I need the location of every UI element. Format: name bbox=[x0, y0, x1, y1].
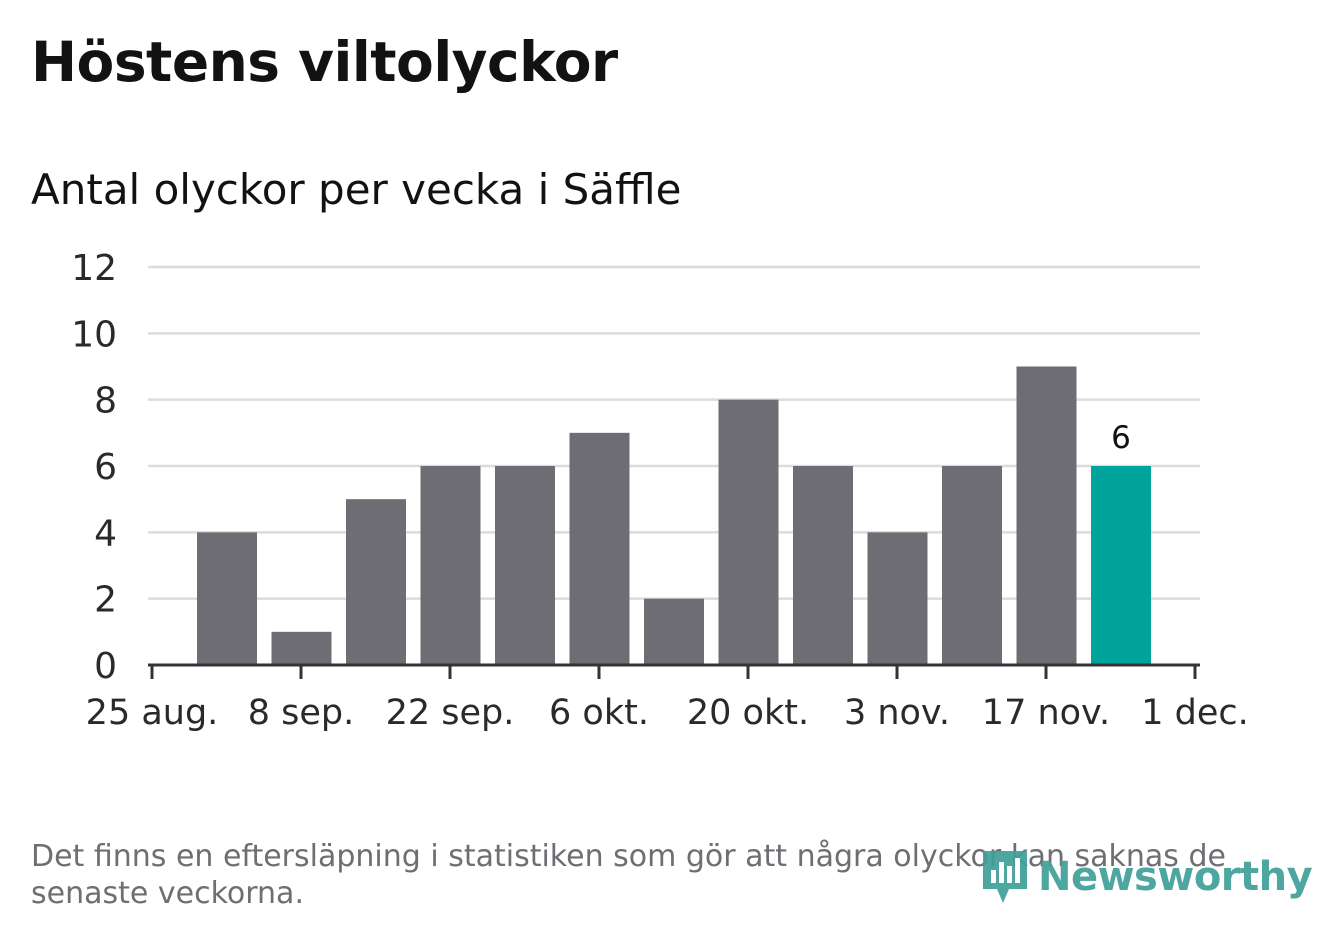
x-tick-label: 1 dec. bbox=[1141, 693, 1249, 733]
x-tick-label: 25 aug. bbox=[86, 693, 219, 733]
chart-title: Höstens viltolyckor bbox=[31, 30, 618, 94]
newsworthy-logo: Newsworthy bbox=[980, 848, 1313, 906]
y-tick-label: 6 bbox=[94, 447, 117, 488]
y-tick-label: 10 bbox=[71, 314, 117, 355]
bars bbox=[197, 366, 1151, 665]
y-tick-label: 12 bbox=[71, 248, 117, 289]
annotations: 6 bbox=[1111, 420, 1131, 456]
data-label: 6 bbox=[1111, 420, 1131, 456]
x-tick-label: 3 nov. bbox=[844, 693, 950, 733]
x-tick-label: 8 sep. bbox=[248, 693, 355, 733]
bar bbox=[793, 466, 853, 665]
bar bbox=[569, 432, 630, 665]
logo-text: Newsworthy bbox=[1038, 854, 1313, 900]
chart-subtitle: Antal olyckor per vecka i Säffle bbox=[31, 165, 682, 214]
newsworthy-bar-chart-icon bbox=[983, 851, 1027, 903]
y-axis-tick-labels: 0 2 4 6 8 10 12 bbox=[71, 248, 117, 687]
y-tick-label: 4 bbox=[94, 513, 117, 554]
bar bbox=[644, 598, 704, 665]
bar bbox=[271, 631, 332, 665]
y-tick-label: 2 bbox=[94, 580, 117, 621]
y-tick-label: 8 bbox=[94, 381, 117, 422]
x-tick-label: 6 okt. bbox=[549, 693, 649, 733]
x-tick-label: 20 okt. bbox=[687, 693, 809, 733]
bar bbox=[718, 399, 779, 665]
bar bbox=[1091, 466, 1151, 665]
bar bbox=[420, 466, 481, 665]
bar bbox=[346, 499, 406, 665]
x-tick-label: 17 nov. bbox=[982, 693, 1110, 733]
bar bbox=[197, 532, 257, 665]
y-tick-label: 0 bbox=[94, 646, 117, 687]
x-tick-label: 22 sep. bbox=[386, 693, 515, 733]
bar bbox=[867, 532, 928, 665]
bar bbox=[1016, 366, 1077, 665]
bar bbox=[942, 466, 1002, 665]
x-axis bbox=[148, 663, 1200, 679]
x-axis-tick-labels: 25 aug. 8 sep. 22 sep. 6 okt. 20 okt. 3 nov. 1… bbox=[86, 693, 1249, 733]
bar bbox=[495, 466, 555, 665]
